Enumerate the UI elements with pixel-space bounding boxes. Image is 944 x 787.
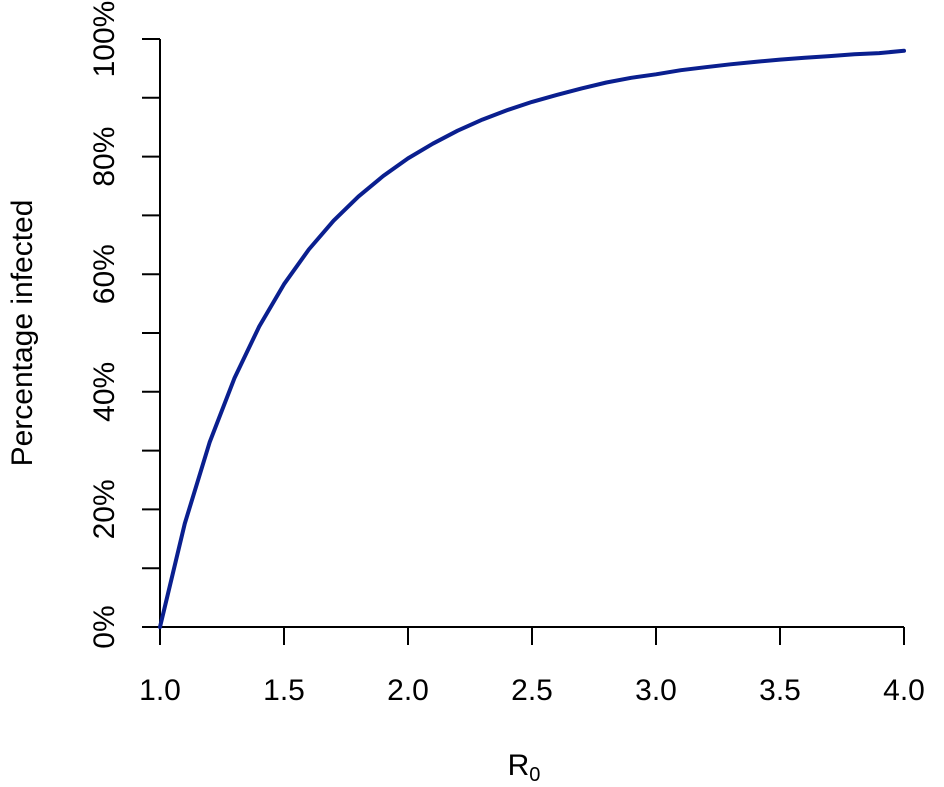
x-axis-title-main: R <box>508 749 530 782</box>
y-tick-label: 0% <box>88 605 121 648</box>
y-axis-title: Percentage infected <box>6 200 39 467</box>
y-tick-label: 60% <box>88 244 121 304</box>
series-layer <box>158 48 906 629</box>
x-tick-label: 2.5 <box>511 674 553 707</box>
x-tick-label: 1.5 <box>263 674 305 707</box>
x-axis: 1.0 1.5 2.0 2.5 3.0 3.5 4.0 <box>139 626 925 707</box>
x-tick-label: 2.0 <box>387 674 429 707</box>
y-axis: 0% 20% 40% 60% 80% 100% <box>88 1 161 649</box>
y-tick-label: 20% <box>88 479 121 539</box>
series-line <box>158 48 906 629</box>
x-axis-title: R0 <box>508 749 541 786</box>
x-tick-label: 3.5 <box>759 674 801 707</box>
x-tick-label: 4.0 <box>883 674 925 707</box>
x-axis-title-subscript: 0 <box>529 764 540 786</box>
y-tick-label: 40% <box>88 362 121 422</box>
x-tick-label: 1.0 <box>139 674 181 707</box>
x-tick-label: 3.0 <box>635 674 677 707</box>
y-tick-label: 80% <box>88 127 121 187</box>
y-tick-label: 100% <box>88 1 121 78</box>
